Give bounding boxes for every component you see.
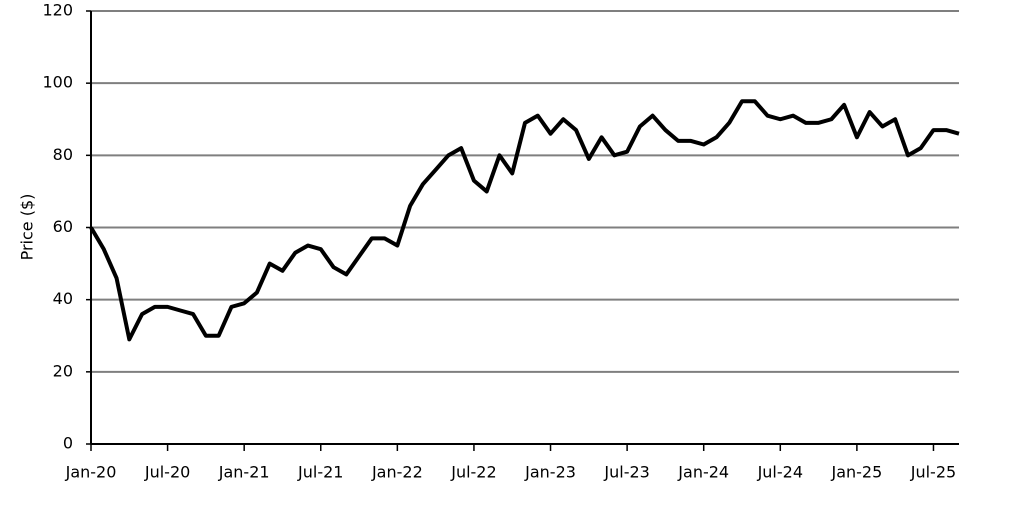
x-tick-label: Jul-21: [297, 463, 343, 482]
y-tick-label: 20: [53, 361, 73, 380]
x-tick-label: Jul-24: [757, 463, 803, 482]
x-tick-label: Jan-22: [371, 463, 423, 482]
x-tick-label: Jan-21: [218, 463, 270, 482]
x-tick-label: Jan-24: [677, 463, 729, 482]
x-tick-label: Jul-20: [144, 463, 190, 482]
y-tick-label: 60: [53, 217, 73, 236]
x-tick-label: Jul-25: [910, 463, 956, 482]
x-tick-label: Jan-20: [65, 463, 117, 482]
y-tick-label: 40: [53, 289, 73, 308]
x-tick-label: Jan-23: [524, 463, 576, 482]
y-tick-label: 120: [42, 1, 73, 20]
y-tick-label: 100: [42, 73, 73, 92]
x-tick-label: Jul-23: [603, 463, 649, 482]
y-axis-label: Price ($): [18, 194, 37, 261]
x-tick-label: Jan-25: [830, 463, 882, 482]
y-tick-label: 0: [63, 434, 73, 453]
price-line: [89, 99, 960, 342]
y-tick-label: 80: [53, 145, 73, 164]
x-tick-label: Jul-22: [450, 463, 496, 482]
